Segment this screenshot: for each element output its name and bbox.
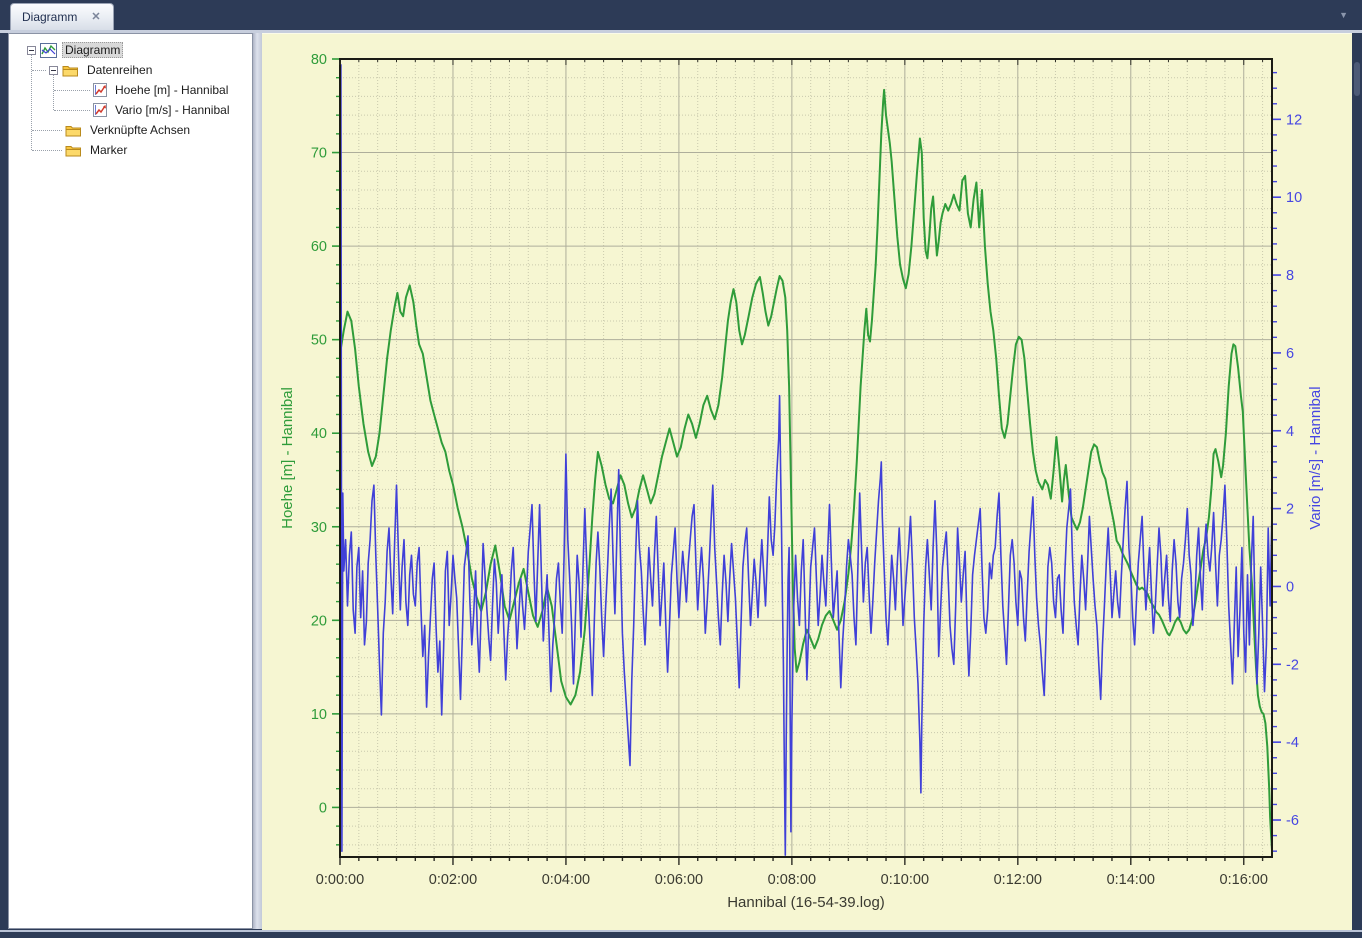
svg-text:60: 60 (311, 239, 327, 255)
svg-text:0: 0 (319, 800, 327, 816)
tabbar-separator (0, 30, 1362, 33)
series-icon (93, 103, 107, 117)
tree-item-label: Verknüpfte Achsen (90, 123, 191, 137)
tree-item-label: Datenreihen (87, 63, 153, 77)
svg-text:10: 10 (1286, 190, 1302, 206)
svg-text:0:02:00: 0:02:00 (429, 872, 477, 888)
svg-text:-2: -2 (1286, 657, 1299, 673)
svg-text:0:00:00: 0:00:00 (316, 872, 364, 888)
svg-text:2: 2 (1286, 502, 1294, 518)
svg-text:40: 40 (311, 426, 327, 442)
x-axis-title: Hannibal (16-54-39.log) (727, 894, 885, 911)
window-bottom-edge (0, 930, 1362, 932)
svg-text:20: 20 (311, 613, 327, 629)
tree-item-label: Vario [m/s] - Hannibal (115, 103, 230, 117)
tree-item-marker[interactable]: Marker (9, 140, 252, 160)
svg-text:-4: -4 (1286, 735, 1299, 751)
svg-text:0:10:00: 0:10:00 (881, 872, 929, 888)
tree-item-datenreihen[interactable]: Datenreihen (9, 60, 252, 80)
tab-diagramm[interactable]: Diagramm ✕ (10, 3, 114, 30)
collapse-expander-icon[interactable] (27, 45, 36, 55)
tree-item-label: Marker (90, 143, 128, 157)
svg-text:12: 12 (1286, 112, 1302, 128)
panel-splitter[interactable] (253, 33, 262, 929)
folder-icon (65, 145, 81, 156)
close-icon[interactable]: ✕ (91, 10, 101, 23)
chart-panel: 0 10 20 30 40 50 60 70 80 -6 -4 -2 0 2 4 6 8 10 12 0:00:00 0… (262, 33, 1352, 930)
svg-text:80: 80 (311, 52, 327, 68)
tree-item-verknuepfte-achsen[interactable]: Verknüpfte Achsen (9, 120, 252, 140)
svg-text:8: 8 (1286, 268, 1294, 284)
tree-item-diagramm[interactable]: Diagramm (9, 40, 252, 60)
svg-text:30: 30 (311, 520, 327, 536)
svg-text:0:16:00: 0:16:00 (1220, 872, 1268, 888)
tab-label: Diagramm (22, 10, 78, 24)
folder-icon (65, 125, 81, 136)
folder-icon (62, 65, 78, 76)
tree-item-vario-series[interactable]: Vario [m/s] - Hannibal (9, 100, 252, 120)
line-chart[interactable]: 0 10 20 30 40 50 60 70 80 -6 -4 -2 0 2 4 6 8 10 12 0:00:00 0… (262, 34, 1352, 930)
chart-icon (40, 42, 57, 58)
scrollbar-thumb[interactable] (1354, 62, 1360, 96)
svg-text:50: 50 (311, 333, 327, 349)
tree-panel: Diagramm Datenreihen Hoehe [m] - Hanniba… (8, 33, 253, 929)
svg-text:0:14:00: 0:14:00 (1107, 872, 1155, 888)
series-icon (93, 83, 107, 97)
tree-item-label: Diagramm (62, 42, 124, 58)
svg-text:70: 70 (311, 146, 327, 162)
svg-text:10: 10 (311, 707, 327, 723)
left-axis-title: Hoehe [m] - Hannibal (279, 387, 296, 529)
svg-text:0:12:00: 0:12:00 (994, 872, 1042, 888)
svg-text:0:06:00: 0:06:00 (655, 872, 703, 888)
svg-text:6: 6 (1286, 346, 1294, 362)
collapse-expander-icon[interactable] (49, 65, 58, 75)
svg-text:0: 0 (1286, 579, 1294, 595)
tree-item-label: Hoehe [m] - Hannibal (115, 83, 229, 97)
svg-text:0:04:00: 0:04:00 (542, 872, 590, 888)
svg-text:4: 4 (1286, 424, 1294, 440)
svg-text:0:08:00: 0:08:00 (768, 872, 816, 888)
chevron-down-icon[interactable]: ▼ (1339, 10, 1348, 20)
diagram-tree: Diagramm Datenreihen Hoehe [m] - Hanniba… (9, 34, 252, 928)
tab-bar: Diagramm ✕ ▼ (0, 0, 1362, 30)
right-axis-title: Vario [m/s] - Hannibal (1307, 386, 1324, 529)
svg-text:-6: -6 (1286, 813, 1299, 829)
tree-item-hoehe-series[interactable]: Hoehe [m] - Hannibal (9, 80, 252, 100)
